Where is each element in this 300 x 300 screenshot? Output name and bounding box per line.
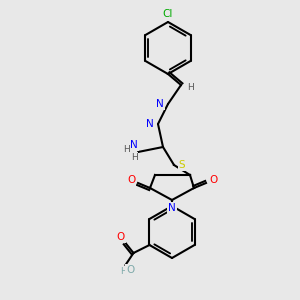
Text: N: N — [168, 203, 176, 213]
Text: O: O — [126, 265, 135, 275]
Text: H: H — [123, 146, 129, 154]
Text: N: N — [130, 140, 138, 150]
Text: O: O — [209, 175, 217, 185]
Text: S: S — [179, 160, 185, 170]
Text: O: O — [127, 175, 135, 185]
Text: H: H — [120, 268, 127, 277]
Text: H: H — [188, 82, 194, 91]
Text: N: N — [156, 99, 164, 109]
Text: O: O — [116, 232, 124, 242]
Text: H: H — [130, 152, 137, 161]
Text: N: N — [146, 119, 154, 129]
Text: Cl: Cl — [163, 9, 173, 19]
